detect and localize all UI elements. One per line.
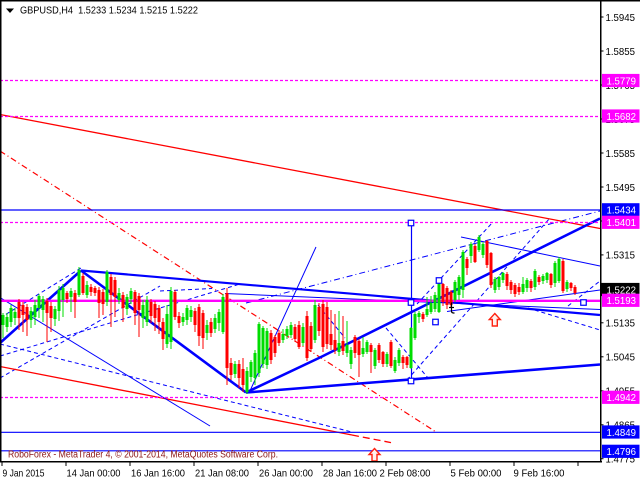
svg-text:1.5135: 1.5135: [606, 318, 636, 330]
svg-text:1.5585: 1.5585: [606, 148, 636, 160]
svg-text:RoboForex - MetaTrader 4, © 20: RoboForex - MetaTrader 4, © 2001-2014, M…: [8, 450, 278, 461]
svg-text:16 Jan 16:00: 16 Jan 16:00: [131, 468, 185, 480]
svg-text:1.5193: 1.5193: [607, 295, 637, 307]
svg-text:1.5855: 1.5855: [606, 46, 636, 58]
svg-text:1.4849: 1.4849: [607, 427, 637, 439]
svg-text:14 Jan 00:00: 14 Jan 00:00: [67, 468, 121, 480]
svg-text:5 Feb 00:00: 5 Feb 00:00: [451, 468, 502, 480]
svg-text:21 Jan 08:00: 21 Jan 08:00: [195, 468, 249, 480]
svg-text:1.5495: 1.5495: [606, 182, 636, 194]
svg-text:1.5945: 1.5945: [606, 12, 636, 24]
svg-text:26 Jan 00:00: 26 Jan 00:00: [259, 468, 313, 480]
svg-text:1.5401: 1.5401: [607, 217, 637, 229]
svg-text:1.5222: 1.5222: [607, 284, 637, 296]
svg-text:1.4942: 1.4942: [607, 392, 637, 404]
svg-text:GBPUSD,H4 1.5233 1.5234 1.521: GBPUSD,H4 1.5233 1.5234 1.5215 1.5222: [20, 5, 198, 17]
svg-text:1.5434: 1.5434: [607, 205, 637, 217]
svg-text:9 Feb 16:00: 9 Feb 16:00: [514, 468, 565, 480]
svg-text:1.5779: 1.5779: [607, 75, 637, 87]
svg-text:1.5682: 1.5682: [607, 111, 637, 123]
svg-text:2 Feb 08:00: 2 Feb 08:00: [380, 468, 431, 480]
svg-text:1.4796: 1.4796: [607, 446, 637, 458]
svg-text:28 Jan 16:00: 28 Jan 16:00: [323, 468, 377, 480]
svg-text:1.5315: 1.5315: [606, 250, 636, 262]
svg-text:9 Jan 2015: 9 Jan 2015: [3, 468, 45, 480]
svg-text:1.5045: 1.5045: [606, 352, 636, 364]
